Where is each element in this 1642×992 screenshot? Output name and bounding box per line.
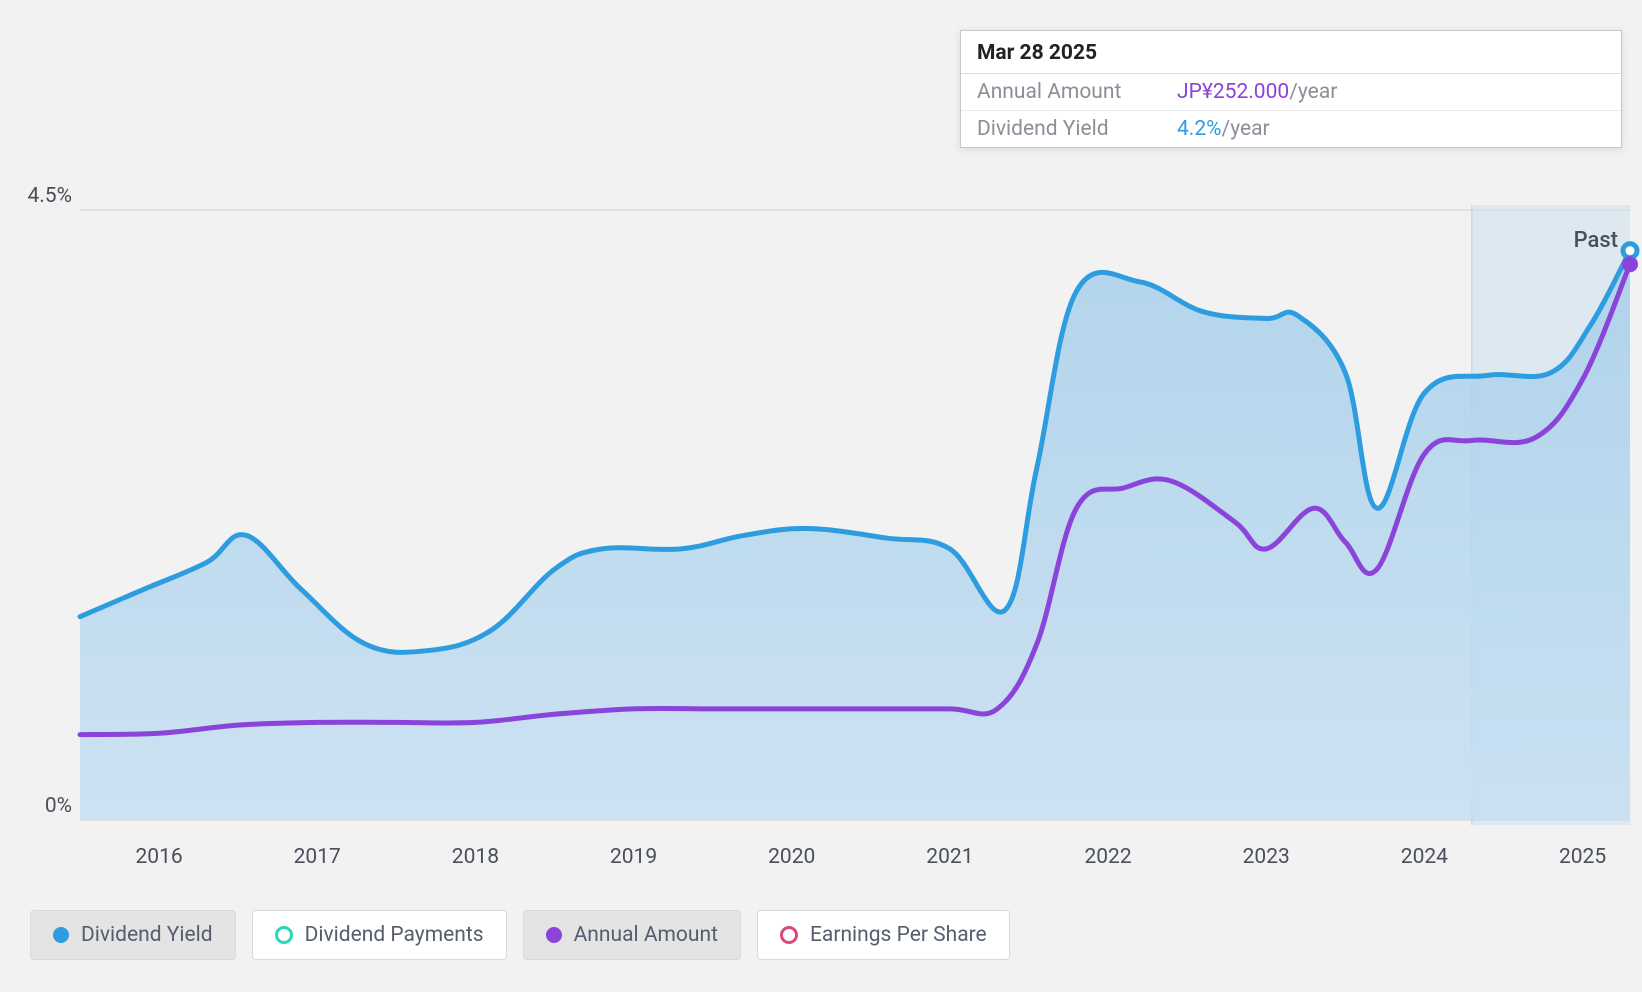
legend-item-dividend_yield[interactable]: Dividend Yield [30,910,236,960]
chart-tooltip: Mar 28 2025 Annual AmountJP¥252.000/year… [960,30,1622,148]
legend-label: Dividend Payments [305,923,484,947]
tooltip-row: Dividend Yield4.2%/year [961,111,1621,147]
chart-legend: Dividend Yield Dividend Payments Annual Am… [30,910,1010,960]
tooltip-date: Mar 28 2025 [961,31,1621,74]
dividend-chart: 0% 4.5% 2016 2017 2018 2019 2020 2021 2022 2023 2… [0,0,1642,988]
x-tick-label: 2022 [1084,845,1131,869]
tooltip-row-label: Annual Amount [977,80,1177,104]
legend-swatch-icon [780,926,798,944]
legend-label: Annual Amount [574,923,718,947]
chart-svg[interactable] [0,0,1642,988]
x-tick-label: 2025 [1559,845,1606,869]
marker-dividend_yield [1623,244,1637,258]
x-tick-label: 2018 [452,845,499,869]
legend-item-dividend_payments[interactable]: Dividend Payments [252,910,507,960]
legend-label: Dividend Yield [81,923,213,947]
legend-item-annual_amount[interactable]: Annual Amount [523,910,741,960]
tooltip-row-label: Dividend Yield [977,117,1177,141]
x-tick-label: 2019 [610,845,657,869]
past-region-label: Past [1574,228,1618,253]
y-tick-label: 0% [45,794,72,818]
tooltip-row-value: JP¥252.000/year [1177,80,1337,104]
x-tick-label: 2023 [1243,845,1290,869]
legend-item-eps[interactable]: Earnings Per Share [757,910,1010,960]
legend-swatch-icon [546,927,562,943]
marker-annual_amount [1622,256,1638,272]
legend-swatch-icon [53,927,69,943]
y-tick-label: 4.5% [27,184,72,208]
x-tick-label: 2020 [768,845,815,869]
legend-swatch-icon [275,926,293,944]
x-tick-label: 2017 [294,845,341,869]
x-tick-label: 2024 [1401,845,1448,869]
x-tick-label: 2021 [926,845,973,869]
x-tick-label: 2016 [135,845,182,869]
tooltip-row: Annual AmountJP¥252.000/year [961,74,1621,111]
legend-label: Earnings Per Share [810,923,987,947]
tooltip-row-value: 4.2%/year [1177,117,1270,141]
